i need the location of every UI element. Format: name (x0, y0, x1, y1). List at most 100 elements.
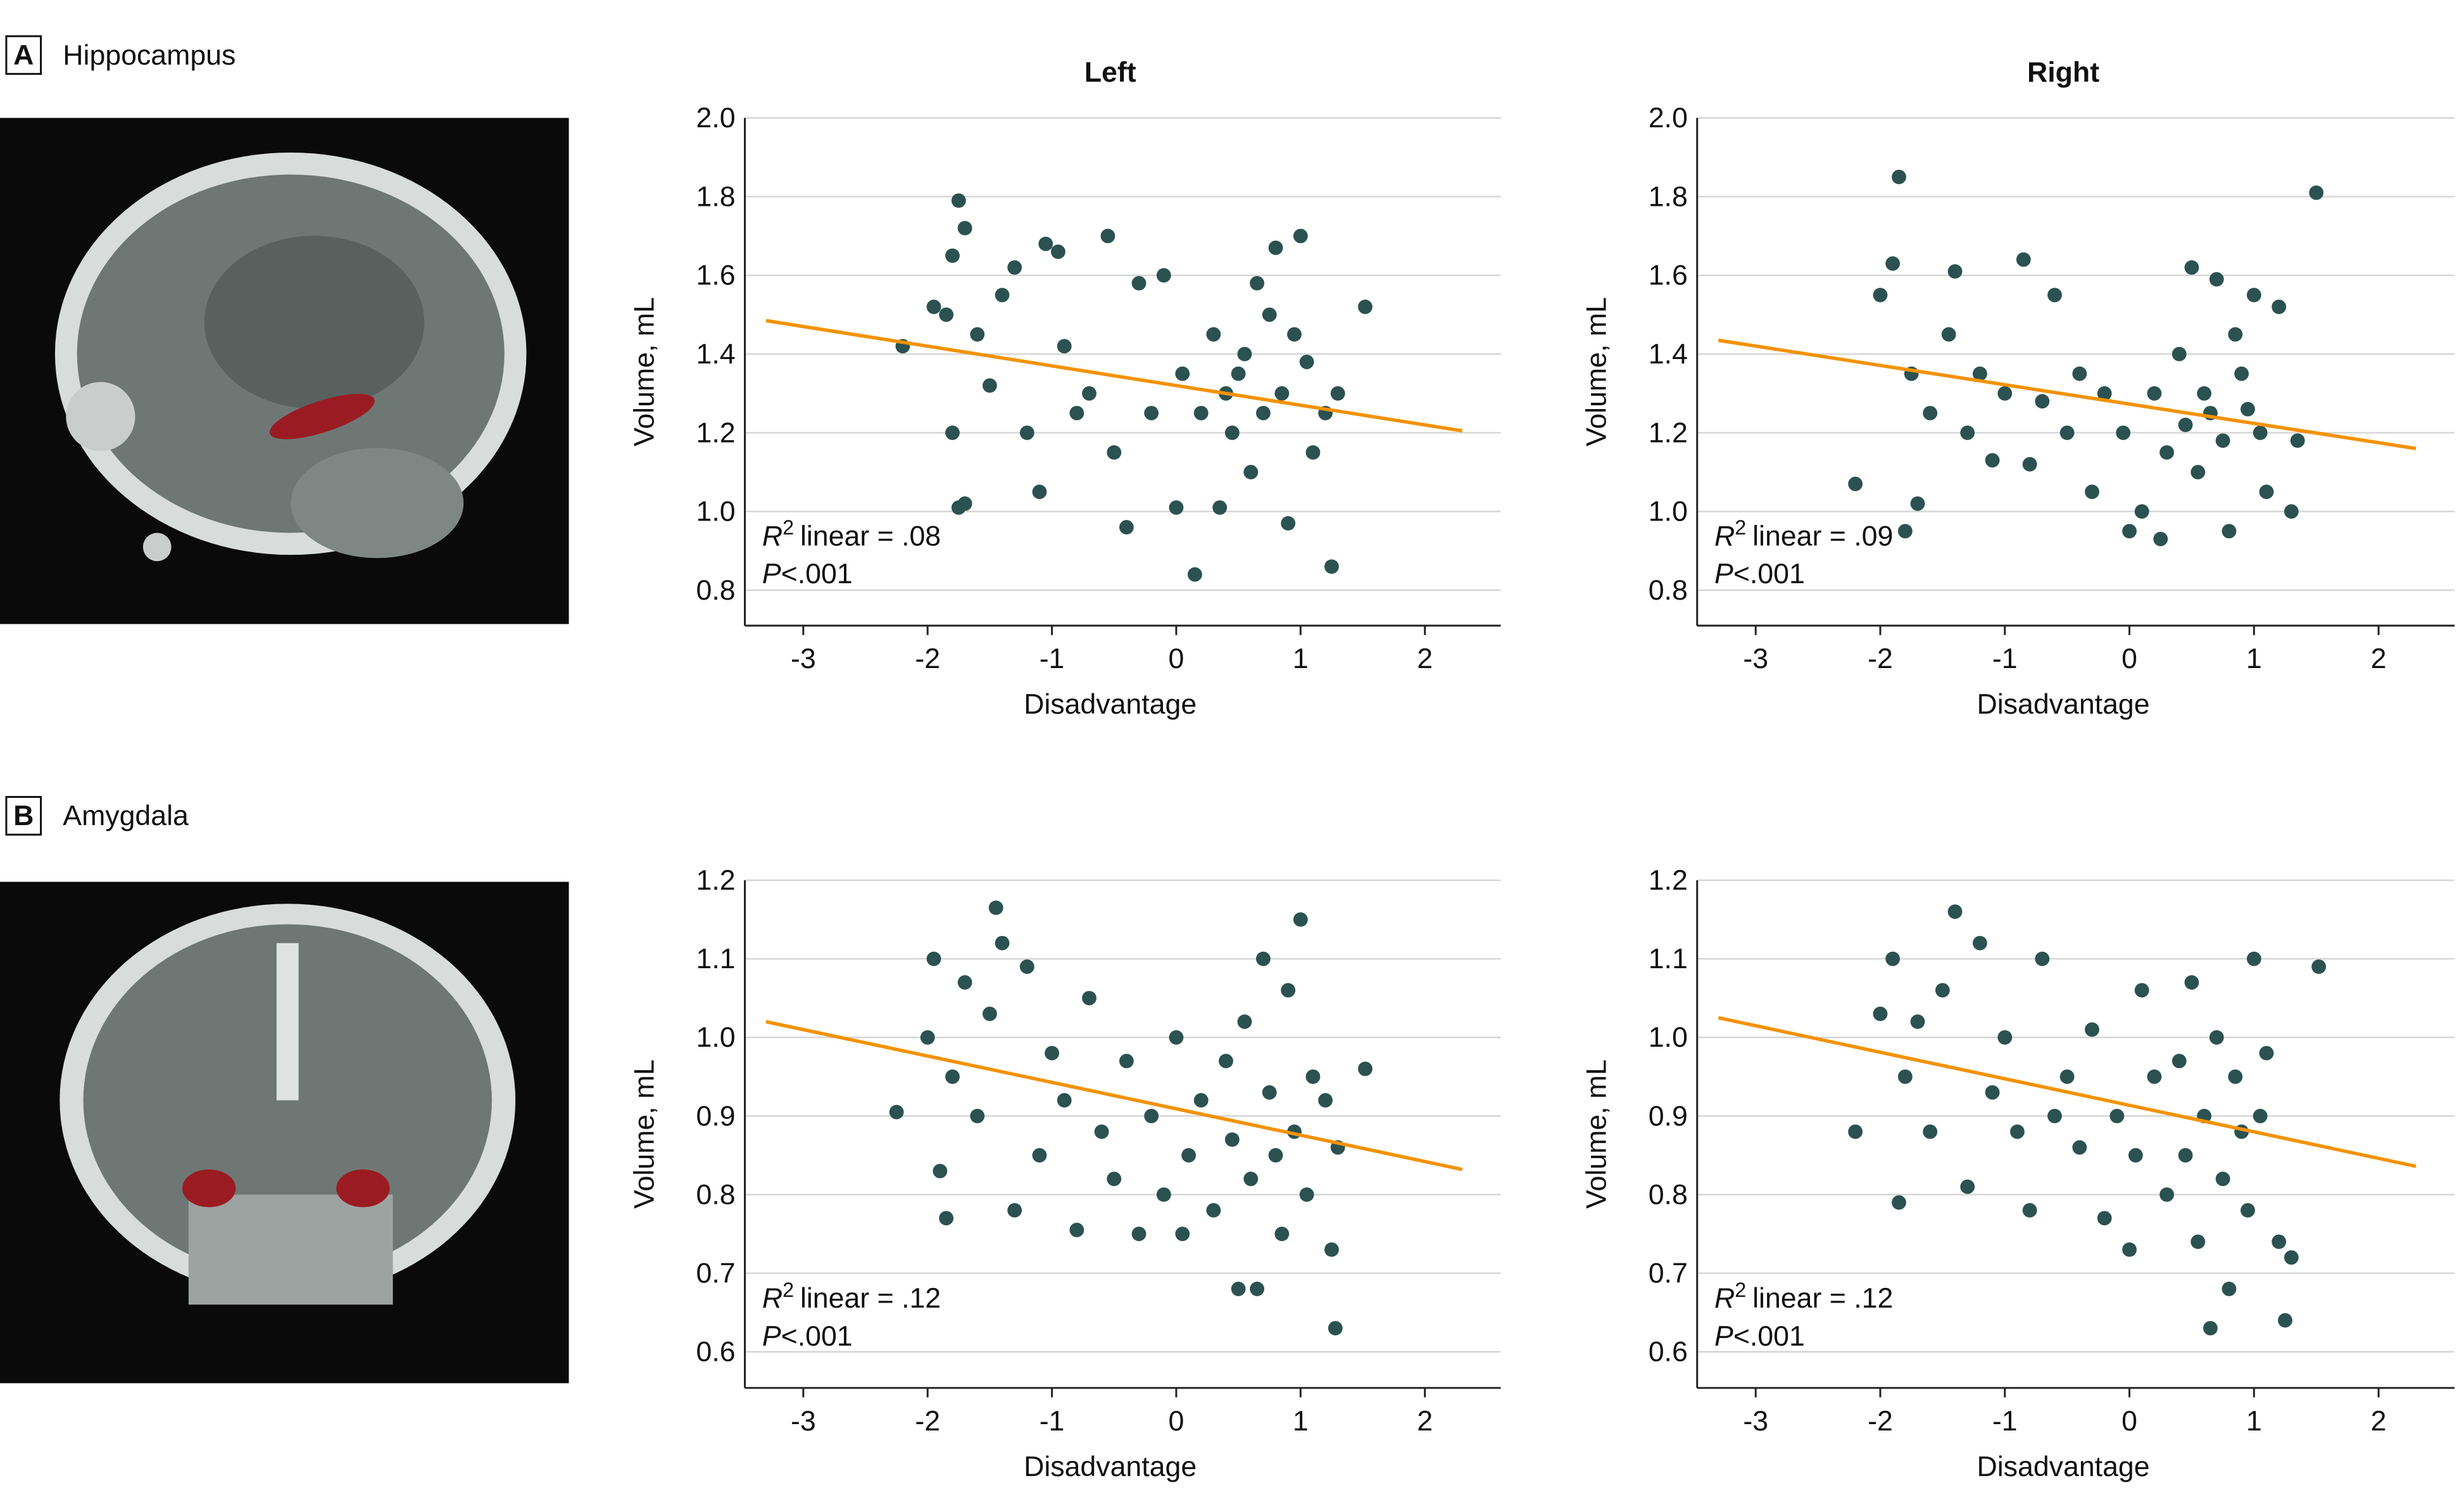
x-tick-label: -1 (1040, 643, 1065, 674)
point (2153, 531, 2168, 546)
x-tick-label: 1 (1293, 643, 1309, 674)
point (2222, 524, 2237, 539)
point (1169, 500, 1184, 515)
point (1281, 515, 1296, 531)
point (2085, 1022, 2099, 1037)
point (2184, 260, 2199, 275)
point (1985, 1085, 2000, 1100)
point (1299, 1187, 1314, 1202)
y-tick-label: 1.0 (696, 496, 736, 527)
point (1923, 405, 1938, 420)
panel-title: Hippocampus (63, 40, 236, 71)
point (926, 951, 941, 966)
r2-annotation: R2 linear = .12 (762, 1279, 941, 1314)
x-axis-label: Disadvantage (1024, 1451, 1197, 1482)
point (1175, 366, 1190, 381)
point (1057, 1093, 1072, 1108)
point (957, 496, 972, 511)
point (2047, 287, 2062, 303)
point (1156, 268, 1171, 283)
y-tick-label: 0.8 (696, 575, 736, 606)
point (2172, 1054, 2187, 1068)
point (1324, 559, 1339, 574)
point (1935, 983, 1950, 998)
point (1268, 240, 1283, 255)
point (1224, 1132, 1240, 1147)
panel-letter-box (5, 796, 42, 836)
point (1892, 170, 1906, 184)
point (2290, 433, 2305, 448)
point (1947, 904, 1963, 919)
point (1873, 1006, 1888, 1021)
x-tick-label: -2 (915, 643, 940, 674)
x-tick-label: 2 (1417, 1406, 1433, 1437)
point (1885, 256, 1901, 271)
point (2022, 1203, 2037, 1218)
x-tick-label: 1 (1293, 1406, 1309, 1437)
point (926, 300, 941, 314)
r2-annotation: R2 linear = .09 (1714, 516, 1893, 552)
point (1848, 1124, 1863, 1139)
point (2085, 484, 2099, 500)
point (945, 1069, 960, 1084)
brain-image-a (0, 118, 569, 624)
y-axis-label: Volume, mL (629, 297, 660, 446)
x-tick-label: 0 (2121, 1406, 2137, 1437)
point (1960, 426, 1975, 440)
point (945, 248, 960, 263)
fit-line (765, 1020, 1463, 1171)
point (2253, 1108, 2268, 1123)
p-symbol: P (1714, 1321, 1733, 1352)
x-tick-label: -2 (915, 1406, 940, 1437)
point (2311, 959, 2327, 975)
point (1328, 1321, 1343, 1335)
point (1007, 1203, 1022, 1218)
point (1107, 1171, 1122, 1187)
point (1293, 912, 1308, 927)
point (2134, 983, 2149, 998)
point (2116, 426, 2131, 440)
point (1144, 405, 1159, 420)
y-tick-label: 0.6 (696, 1337, 736, 1368)
point (1007, 260, 1022, 275)
p-annotation: P<.001 (762, 559, 853, 590)
x-tick-label: 0 (2121, 643, 2137, 674)
point (2184, 975, 2199, 990)
point (1094, 1124, 1109, 1139)
point (1873, 287, 1888, 303)
p-annotation: P<.001 (762, 1321, 853, 1352)
x-tick-label: -3 (791, 643, 816, 674)
point (2097, 386, 2112, 401)
point (1250, 1282, 1264, 1296)
point (2035, 394, 2050, 409)
p-annotation: P<.001 (1714, 1321, 1805, 1352)
point (2259, 1045, 2274, 1061)
y-tick-label: 0.7 (696, 1258, 736, 1289)
point (2128, 1148, 2143, 1163)
point (1219, 1054, 1233, 1068)
point (2284, 1250, 2299, 1265)
point (1057, 339, 1072, 354)
point (2191, 1234, 2206, 1249)
point (1224, 426, 1240, 440)
point (2309, 185, 2324, 200)
point (1119, 520, 1134, 535)
panel-title: Amygdala (63, 800, 189, 831)
point (1305, 1069, 1321, 1084)
point (2059, 1069, 2075, 1084)
p-symbol: P (762, 1321, 781, 1352)
p-text: <.001 (1733, 1321, 1805, 1352)
y-axis-label: Volume, mL (629, 1059, 660, 1209)
x-axis-label: Disadvantage (1977, 1451, 2150, 1482)
x-tick-label: -3 (1743, 643, 1768, 674)
point (1181, 1148, 1196, 1163)
x-tick-label: -1 (1992, 1406, 2018, 1437)
point (2059, 426, 2075, 440)
point (957, 220, 972, 236)
point (2072, 366, 2087, 381)
panel-letter: B (13, 800, 34, 831)
point (1299, 355, 1314, 369)
point (1175, 1227, 1190, 1241)
x-tick-label: 2 (2371, 1406, 2387, 1437)
x-tick-label: -3 (791, 1406, 816, 1437)
